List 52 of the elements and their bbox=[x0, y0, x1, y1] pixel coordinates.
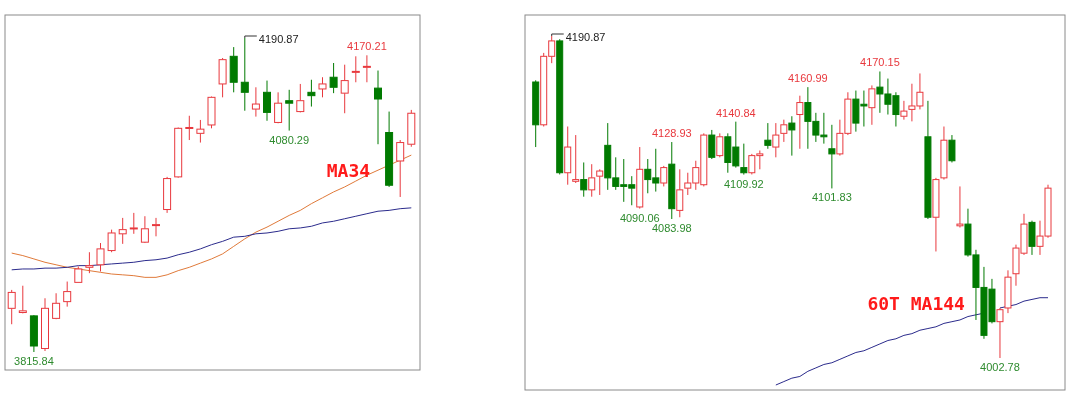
candlestick bbox=[668, 141, 676, 220]
candlestick bbox=[940, 126, 948, 181]
annotation: 4140.84 bbox=[715, 106, 756, 119]
annotation: 4190.87 bbox=[565, 30, 606, 43]
candlestick bbox=[740, 143, 748, 176]
annotation: 4190.87 bbox=[258, 32, 299, 45]
candlestick bbox=[932, 177, 940, 252]
candlestick bbox=[229, 46, 238, 93]
annotation: 4080.29 bbox=[269, 133, 310, 146]
candlestick bbox=[956, 185, 964, 229]
annotation: 4090.06 bbox=[619, 211, 660, 224]
candlestick bbox=[251, 86, 260, 118]
candlestick bbox=[385, 111, 394, 188]
candlestick bbox=[285, 89, 294, 132]
candlestick bbox=[185, 115, 194, 141]
annotation: 4160.99 bbox=[787, 72, 828, 85]
candlestick bbox=[868, 84, 876, 126]
annotation: 4101.83 bbox=[811, 191, 852, 204]
annotation: 3815.84 bbox=[14, 355, 54, 367]
candlestick bbox=[1028, 220, 1036, 256]
annotation: 4109.92 bbox=[723, 177, 764, 190]
candlestick bbox=[788, 115, 796, 157]
candlestick bbox=[196, 119, 205, 144]
candlestick bbox=[240, 37, 249, 112]
candlestick bbox=[796, 95, 804, 150]
candlestick bbox=[263, 80, 271, 122]
candlestick bbox=[340, 64, 349, 114]
candlestick bbox=[1004, 269, 1012, 314]
candlestick bbox=[948, 134, 956, 163]
candlestick bbox=[772, 122, 780, 158]
candlestick bbox=[924, 100, 932, 220]
candlestick bbox=[351, 55, 360, 83]
candlestick bbox=[996, 307, 1004, 359]
candlestick bbox=[152, 217, 160, 237]
annotation: 4083.98 bbox=[651, 221, 692, 234]
candlestick bbox=[362, 54, 371, 83]
candlestick bbox=[374, 70, 382, 145]
annotation: 4170.15 bbox=[860, 56, 900, 69]
candlestick bbox=[307, 79, 316, 108]
annotation: 4170.21 bbox=[347, 40, 387, 53]
candlestick bbox=[764, 122, 772, 150]
candlestick bbox=[41, 297, 49, 352]
annotation: 4002.78 bbox=[980, 361, 1020, 373]
series-label: MA34 bbox=[326, 160, 371, 182]
candlestick bbox=[163, 176, 172, 214]
annotation: 4128.93 bbox=[651, 127, 692, 140]
candlestick bbox=[828, 124, 836, 189]
candlestick bbox=[63, 281, 72, 308]
candlestick bbox=[900, 100, 908, 121]
series-label: 60T MA144 bbox=[867, 292, 966, 314]
candlestick bbox=[564, 126, 572, 186]
candlestick bbox=[118, 217, 127, 245]
